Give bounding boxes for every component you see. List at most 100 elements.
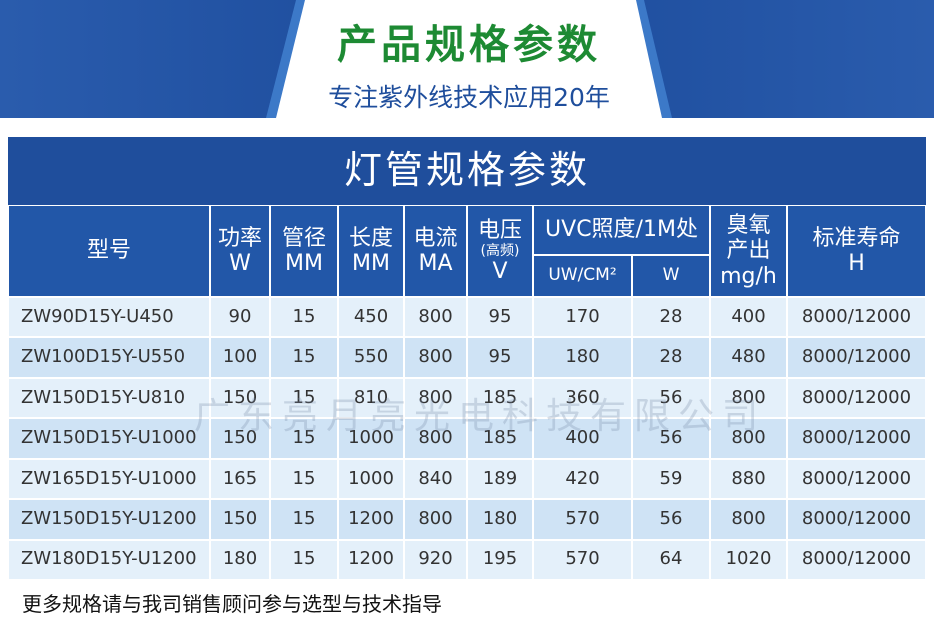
data-cell: 810 xyxy=(338,377,404,419)
data-cell: 800 xyxy=(404,377,467,419)
data-cell: 56 xyxy=(632,418,710,459)
data-cell: 800 xyxy=(710,377,787,419)
header-group: UVC照度/1M处 xyxy=(533,205,710,255)
header-line: MM xyxy=(352,251,390,276)
header-line: (高频) xyxy=(480,242,520,259)
data-cell: 95 xyxy=(467,337,533,378)
header-line: 型号 xyxy=(86,238,131,264)
header-line: mg/h xyxy=(720,263,777,289)
data-cell: 15 xyxy=(270,337,338,378)
data-cell: 185 xyxy=(467,377,533,419)
data-cell: 180 xyxy=(467,499,533,540)
data-cell: 8000/12000 xyxy=(787,377,926,419)
header-line: 电压 xyxy=(477,217,522,243)
data-cell: 15 xyxy=(270,499,338,540)
header-cell: 电流 MA xyxy=(404,205,467,297)
data-cell: 8000/12000 xyxy=(787,499,926,540)
data-cell: 800 xyxy=(404,499,467,540)
model-cell: ZW165D15Y-U1000 xyxy=(8,458,210,500)
data-cell: 400 xyxy=(710,297,787,338)
model-cell: ZW90D15Y-U450 xyxy=(8,297,210,338)
data-cell: 56 xyxy=(632,499,710,540)
data-cell: 150 xyxy=(210,418,270,459)
model-cell: ZW100D15Y-U550 xyxy=(8,337,210,378)
data-cell: 8000/12000 xyxy=(787,458,926,500)
data-cell: 1000 xyxy=(338,418,404,459)
data-cell: 56 xyxy=(632,377,710,419)
data-cell: 150 xyxy=(210,377,270,419)
header-line: 电流 xyxy=(413,225,458,251)
data-cell: 570 xyxy=(533,499,632,540)
data-cell: 450 xyxy=(338,297,404,338)
header-line: 功率 xyxy=(217,225,262,251)
header-line: 标准寿命 xyxy=(812,225,901,251)
data-cell: 15 xyxy=(270,377,338,419)
data-cell: 1020 xyxy=(710,539,787,580)
header-line: V xyxy=(492,259,508,285)
data-cell: 15 xyxy=(270,297,338,338)
data-cell: 1200 xyxy=(338,499,404,540)
table-title: 灯管规格参数 xyxy=(8,137,926,205)
banner-panel xyxy=(276,0,662,118)
data-cell: 59 xyxy=(632,458,710,500)
header-cell: 长度 MM xyxy=(338,205,404,297)
data-cell: 8000/12000 xyxy=(787,297,926,338)
header-cell: 管径 MM xyxy=(270,205,338,297)
header-line: 长度 xyxy=(348,225,393,251)
data-cell: 800 xyxy=(404,297,467,338)
subtitle: 专注紫外线技术应用20年 xyxy=(328,83,610,112)
data-cell: 28 xyxy=(632,297,710,338)
model-cell: ZW150D15Y-U1000 xyxy=(8,418,210,459)
data-cell: 150 xyxy=(210,499,270,540)
data-cell: 15 xyxy=(270,539,338,580)
header-line: H xyxy=(848,251,865,276)
data-cell: 195 xyxy=(467,539,533,580)
data-cell: 840 xyxy=(404,458,467,500)
model-cell: ZW150D15Y-U1200 xyxy=(8,499,210,540)
data-cell: 8000/12000 xyxy=(787,337,926,378)
data-cell: 1000 xyxy=(338,458,404,500)
header-line: 管径 xyxy=(281,225,326,251)
header-line: W xyxy=(229,251,251,276)
header-line: 臭氧 xyxy=(726,213,771,239)
data-cell: 90 xyxy=(210,297,270,338)
header-cell: 标准寿命 H xyxy=(787,205,926,297)
header-line: MA xyxy=(418,251,453,276)
footer: 更多规格请与我司销售顾问参与选型与技术指导 xyxy=(22,592,442,616)
data-cell: 800 xyxy=(710,499,787,540)
header-line: 产出 xyxy=(726,238,771,264)
header-cell: 电压 (高频) V xyxy=(467,205,533,297)
data-cell: 1200 xyxy=(338,539,404,580)
banner: 产品规格参数 专注紫外线技术应用20年 xyxy=(0,0,934,118)
data-cell: 8000/12000 xyxy=(787,418,926,459)
header-cell: 型号 xyxy=(8,205,210,297)
data-cell: 189 xyxy=(467,458,533,500)
data-cell: 360 xyxy=(533,377,632,419)
data-cell: 15 xyxy=(270,418,338,459)
header-cell: 臭氧 产出 mg/h xyxy=(710,205,787,297)
data-cell: 880 xyxy=(710,458,787,500)
data-cell: 15 xyxy=(270,458,338,500)
data-cell: 180 xyxy=(210,539,270,580)
data-cell: 180 xyxy=(533,337,632,378)
data-cell: 64 xyxy=(632,539,710,580)
data-cell: 420 xyxy=(533,458,632,500)
data-cell: 570 xyxy=(533,539,632,580)
data-cell: 95 xyxy=(467,297,533,338)
data-cell: 185 xyxy=(467,418,533,459)
data-cell: 100 xyxy=(210,337,270,378)
title: 产品规格参数 xyxy=(337,22,601,68)
header-sub: W xyxy=(632,255,710,297)
data-cell: 28 xyxy=(632,337,710,378)
data-cell: 550 xyxy=(338,337,404,378)
watermark: 广东亮月亮光电科技有限公司 xyxy=(193,396,766,438)
data-cell: 800 xyxy=(710,418,787,459)
data-cell: 800 xyxy=(404,337,467,378)
model-cell: ZW180D15Y-U1200 xyxy=(8,539,210,580)
data-cell: 165 xyxy=(210,458,270,500)
header-cell: 功率 W xyxy=(210,205,270,297)
data-cell: 170 xyxy=(533,297,632,338)
data-cell: 480 xyxy=(710,337,787,378)
data-cell: 920 xyxy=(404,539,467,580)
